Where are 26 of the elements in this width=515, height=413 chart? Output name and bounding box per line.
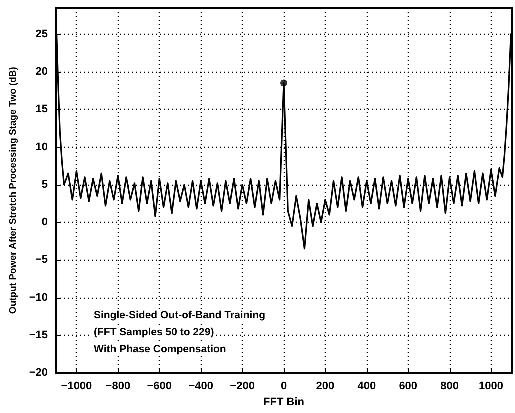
x-tick-label: −400 xyxy=(188,380,214,393)
annotation: With Phase Compensation xyxy=(94,344,226,356)
x-tick-label: −800 xyxy=(106,380,131,393)
x-tick-label: −600 xyxy=(147,380,172,393)
y-tick-label: 15 xyxy=(36,104,48,116)
y-tick-label: −20 xyxy=(29,367,48,380)
y-tick-label: −15 xyxy=(29,329,48,342)
y-tick-label: 20 xyxy=(36,66,48,78)
x-tick-label: −1000 xyxy=(61,380,92,393)
x-tick-label: −200 xyxy=(230,380,255,393)
x-tick-label: 400 xyxy=(358,380,376,393)
x-tick-label: 0 xyxy=(280,380,288,393)
x-axis-title: FFT Bin xyxy=(264,396,305,408)
x-tick-label: 200 xyxy=(316,380,335,393)
x-tick-label: 600 xyxy=(399,380,418,393)
x-tick-label: 1000 xyxy=(479,380,504,393)
x-tick-label: 800 xyxy=(440,380,459,393)
y-tick-label: 0 xyxy=(42,216,48,229)
y-tick-label: −5 xyxy=(35,254,48,266)
y-axis-title: Output Power After Stretch Processing Stage Two (dB) xyxy=(8,67,19,314)
y-tick-label: 25 xyxy=(36,28,48,40)
annotation: Single-Sided Out-of-Band Training xyxy=(94,310,266,322)
annotation: (FFT Samples 50 to 229) xyxy=(94,326,214,338)
y-tick-label: 10 xyxy=(36,141,48,154)
y-tick-label: 5 xyxy=(42,178,48,191)
y-tick-label: −10 xyxy=(29,292,48,304)
